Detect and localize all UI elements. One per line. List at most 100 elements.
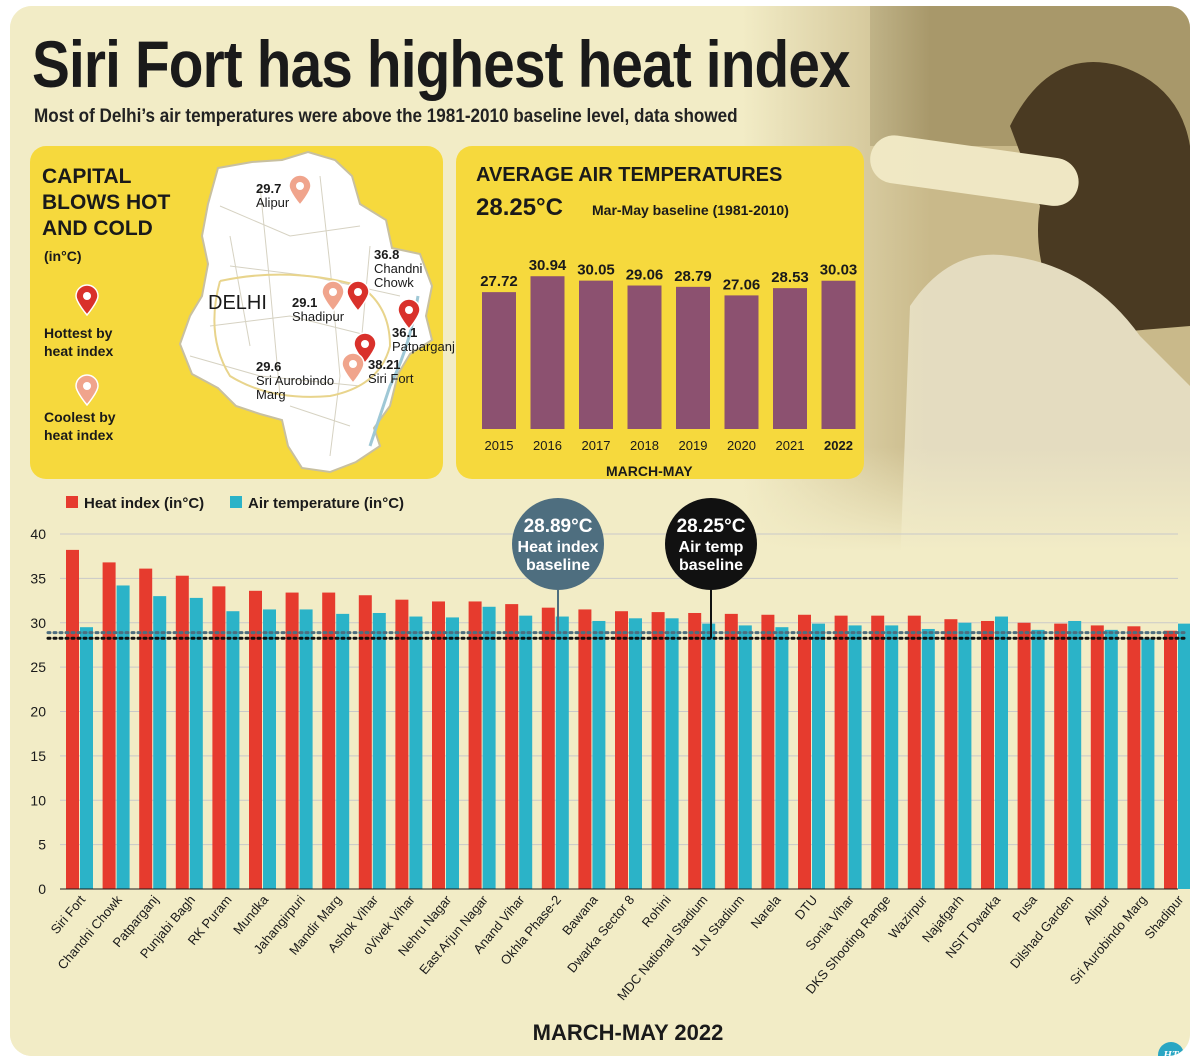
air-temp-bar	[995, 616, 1008, 889]
y-tick-label: 15	[30, 748, 46, 764]
y-tick-label: 35	[30, 570, 46, 586]
yearly-category-label: 2015	[485, 438, 514, 453]
station-label: Dwarka Sector 8	[564, 892, 637, 975]
yearly-bar	[676, 286, 710, 429]
heat-index-bar	[651, 612, 665, 889]
heat-index-bar	[834, 615, 848, 889]
heat-index-bar	[761, 614, 775, 889]
yearly-category-label: 2018	[630, 438, 659, 453]
yearly-category-label: 2022	[824, 438, 853, 453]
map-title: CAPITAL BLOWS HOT AND COLD	[42, 165, 171, 240]
hot-pin-icon	[75, 284, 99, 316]
y-tick-label: 10	[30, 792, 46, 808]
yearly-bar	[773, 288, 807, 429]
heat-index-bar	[358, 595, 372, 889]
air-temp-bar	[153, 596, 167, 889]
delhi-map	[178, 150, 434, 474]
yearly-value-label: 29.06	[626, 267, 664, 284]
patparganj-pin-icon	[397, 298, 421, 330]
y-tick-label: 20	[30, 704, 46, 720]
heat-index-bar	[981, 620, 994, 889]
air-temp-bar	[885, 625, 899, 889]
yearly-bar	[724, 295, 759, 429]
heat-index-bar	[139, 568, 153, 889]
headline: Siri Fort has highest heat index	[32, 27, 851, 101]
yearly-bar	[482, 292, 516, 429]
sri-aurobindo-label: 29.6 Sri Aurobindo Marg	[256, 359, 335, 402]
legend-cool-label: Coolest by heat index	[44, 409, 116, 443]
heat-index-baseline-value: 28.89°C	[524, 516, 593, 537]
air-temp-bar	[921, 628, 935, 889]
air-temp-bar	[702, 623, 716, 889]
y-tick-label: 5	[38, 837, 46, 853]
legend-heat-index-swatch	[66, 496, 78, 508]
heat-index-bar	[249, 590, 262, 889]
station-label: Narela	[748, 892, 785, 932]
yearly-category-label: 2020	[727, 438, 756, 453]
legend-air-temp-swatch	[230, 496, 242, 508]
yearly-x-label: MARCH-MAY	[606, 463, 693, 479]
heat-index-bar	[395, 599, 409, 889]
yearly-value-label: 28.53	[771, 269, 809, 286]
heat-index-bar	[322, 592, 336, 889]
yearly-value-label: 28.79	[674, 268, 712, 285]
yearly-temp-chart: 27.72 2015 30.94 2016 30.05 2017 29.06 2018 28.7…	[480, 257, 858, 479]
alipur-label: 29.7 Alipur	[256, 181, 290, 210]
yearly-value-label: 27.72	[480, 273, 518, 290]
air-temp-baseline-text: Air temp	[679, 539, 744, 556]
air-temp-bar	[299, 609, 313, 889]
yearly-chart-title: AVERAGE AIR TEMPERATURES	[476, 164, 783, 186]
subheadline: Most of Delhi’s air temperatures were ab…	[34, 106, 738, 127]
station-label: DTU	[792, 892, 821, 922]
yearly-baseline-note: Mar-May baseline (1981-2010)	[592, 202, 789, 218]
sri-aurobindo-pin-icon	[341, 352, 365, 384]
heat-index-bar	[1164, 630, 1177, 889]
air-temp-bar	[1141, 638, 1155, 889]
air-temp-bar	[848, 625, 862, 889]
air-temp-bar	[519, 615, 533, 889]
chandni-chowk-label: 36.8 Chandni Chowk	[374, 247, 423, 290]
heat-index-baseline-text: baseline	[526, 557, 590, 574]
siri-fort-label: 38.21 Siri Fort	[368, 357, 414, 386]
station-label: Rohini	[639, 892, 674, 930]
yearly-value-label: 30.03	[820, 262, 858, 279]
station-label: Chandni Chowk	[54, 892, 125, 972]
air-temp-bar	[775, 627, 789, 889]
heat-index-bar	[541, 607, 555, 889]
heat-index-baseline-bubble	[512, 498, 604, 590]
cool-pin-icon	[75, 374, 99, 406]
air-temp-bar	[1068, 620, 1082, 889]
heat-index-bar	[615, 611, 628, 889]
air-temp-bar	[482, 606, 496, 889]
y-tick-label: 0	[38, 881, 46, 897]
map-panel: CAPITAL BLOWS HOT AND COLD (in°C) DELHI …	[30, 146, 455, 479]
heat-index-bar	[944, 619, 958, 889]
air-temp-bar	[665, 618, 679, 889]
heat-index-bar	[798, 614, 811, 889]
yearly-value-label: 30.05	[577, 262, 615, 279]
station-label: Pusa	[1009, 892, 1040, 925]
y-tick-label: 25	[30, 659, 46, 675]
heat-index-bar	[871, 615, 885, 889]
air-temp-bar	[80, 627, 93, 889]
air-temp-bar	[116, 585, 130, 889]
heat-index-bar	[724, 613, 738, 889]
infographic-frame: Siri Fort has highest heat index Most of…	[10, 6, 1190, 1056]
yearly-category-label: 2016	[533, 438, 562, 453]
air-temp-bar	[1178, 623, 1190, 889]
air-temp-baseline-value: 28.25°C	[677, 516, 746, 537]
air-temp-bar	[189, 597, 203, 889]
heat-index-bar	[1017, 622, 1031, 889]
heat-index-bar	[505, 604, 519, 889]
heat-index-baseline-text: Heat index	[518, 539, 599, 556]
heat-index-bar	[688, 612, 702, 889]
region-label: DELHI	[208, 292, 267, 314]
air-temp-bar	[812, 623, 825, 889]
heat-index-bar	[66, 549, 79, 889]
ht-logo-icon: HT	[1158, 1042, 1184, 1056]
air-temp-bar	[738, 625, 752, 889]
air-temp-bar	[555, 616, 569, 889]
air-temp-bar	[336, 613, 350, 889]
average-temp-panel: 27.72 2015 30.94 2016 30.05 2017 29.06 2018 28.7…	[456, 146, 864, 479]
